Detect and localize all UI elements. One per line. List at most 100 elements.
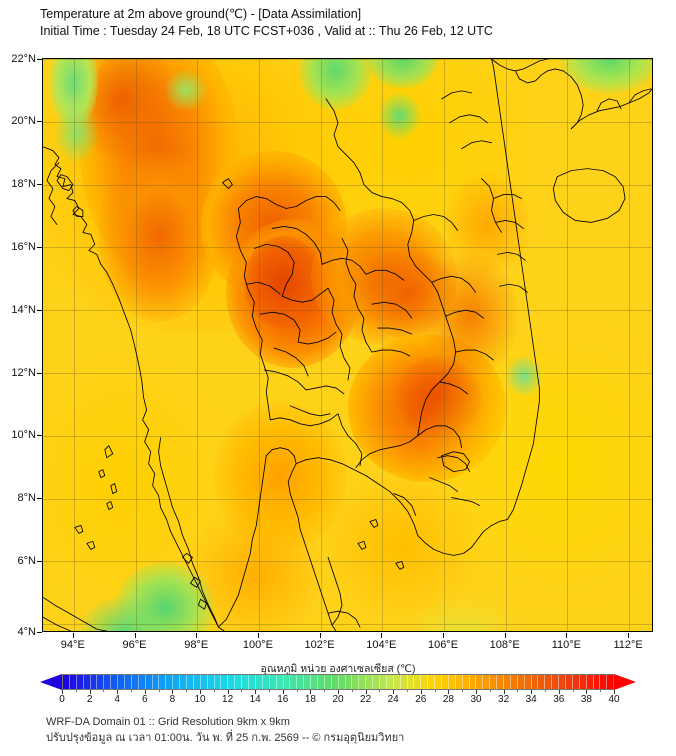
colorbar-tick [586,690,588,694]
colorbar-minor-tick [545,690,546,692]
colorbar-segment [249,675,256,689]
colorbar-segment [90,675,98,689]
colorbar-segment [269,675,277,689]
colorbar-tick [282,690,284,694]
colorbar-segment [187,675,194,689]
colorbar-segment [200,675,208,689]
colorbar-tick-label: 18 [304,694,316,705]
colorbar-segment [173,675,181,689]
colorbar-tick [393,690,395,694]
colorbar-segment [579,675,587,689]
colorbar-tick [255,690,257,694]
colorbar-minor-tick [103,690,105,692]
colorbar-segment [559,675,567,689]
colorbar-minor-tick [572,690,574,692]
colorbar-tick-label: 0 [59,694,65,705]
colorbar-tick [310,690,312,694]
colorbar-segment [469,675,477,689]
colorbar-segment [255,675,263,689]
colorbar-segment [524,675,532,689]
colorbar-tick [476,690,477,694]
chart-title-block: Temperature at 2m above ground(℃) - [Dat… [40,6,660,40]
colorbar-tick [144,690,146,694]
colorbar-segment [393,675,401,689]
colorbar-segment [125,675,132,689]
colorbar-segment [421,675,429,689]
colorbar-minor-tick [324,690,326,692]
x-tick-label: 108°E [489,639,520,651]
colorbar-tick [338,690,339,694]
chart-title-line-1: Temperature at 2m above ground(℃) - [Dat… [40,7,362,21]
colorbar-gradient [62,674,614,690]
x-tick-label: 94°E [60,639,85,651]
y-tick-label: 4°N [17,625,36,638]
colorbar-tick [531,690,533,694]
colorbar: อุณหภูมิ หน่วย องศาเซลเซียส (℃) 0 2 4 6 8 10 1… [0,660,676,712]
colorbar-tick-label: 24 [387,694,399,705]
colorbar-segment [366,675,374,689]
colorbar-minor-tick [407,690,408,692]
colorbar-segment [69,675,77,689]
colorbar-segment [297,675,305,689]
colorbar-extend-high-arrow [614,674,636,690]
colorbar-segment [566,675,573,689]
y-tick-label: 14°N [11,303,36,316]
colorbar-segment [83,675,91,689]
x-tick-label: 112°E [613,639,643,651]
y-tick-label: 8°N [17,492,36,505]
y-tick-label: 6°N [17,554,36,567]
colorbar-tick-label: 6 [142,694,148,705]
colorbar-tick [89,690,91,694]
y-tick-label: 18°N [11,178,36,191]
x-tick-label: 96°E [122,639,147,651]
colorbar-segment [504,675,511,689]
colorbar-segment [118,675,126,689]
colorbar-tick-label: 2 [86,694,93,705]
colorbar-minor-tick [351,690,353,692]
colorbar-minor-tick [241,690,243,692]
colorbar-tick-label: 4 [114,694,120,705]
colorbar-tick-label: 30 [470,694,482,705]
colorbar-tick-label: 8 [169,694,176,705]
colorbar-segment [379,675,387,689]
colorbar-minor-tick [296,690,298,692]
colorbar-segment [97,675,105,689]
colorbar-segment [490,675,498,689]
map-plot-area [42,58,653,632]
colorbar-segment [448,675,456,689]
colorbar-segment [311,675,318,689]
colorbar-segment [235,675,243,689]
colorbar-segment [455,675,463,689]
colorbar-segment [593,675,601,689]
colorbar-minor-tick [269,690,270,692]
colorbar-segment [76,675,84,689]
colorbar-tick [503,690,505,694]
colorbar-minor-tick [517,690,519,692]
colorbar-segment [262,675,270,689]
colorbar-segment [414,675,422,689]
colorbar-segment [517,675,525,689]
colorbar-segment [111,675,119,689]
colorbar-tick-label: 38 [580,694,592,705]
colorbar-minor-tick [75,690,77,692]
colorbar-segment [607,675,614,689]
colorbar-segment [497,675,504,689]
colorbar-segment [221,675,229,689]
colorbar-title: อุณหภูมิ หน่วย องศาเซลเซียส (℃) [260,663,416,675]
colorbar-minor-tick [158,690,160,692]
colorbar-tick [172,690,174,694]
colorbar-segment [428,675,436,689]
colorbar-segment [166,675,174,689]
colorbar-tick-label: 14 [249,694,261,705]
colorbar-segment [538,675,546,689]
colorbar-minor-tick [186,690,188,692]
colorbar-segment [572,675,580,689]
colorbar-minor-tick [213,690,215,692]
colorbar-segment [352,675,360,689]
colorbar-tick-label: 10 [194,694,206,705]
colorbar-segment [159,675,167,689]
colorbar-segment [242,675,250,689]
colorbar-extend-low-arrow [40,674,62,690]
colorbar-tick-label: 34 [525,694,537,705]
colorbar-segment [290,675,298,689]
